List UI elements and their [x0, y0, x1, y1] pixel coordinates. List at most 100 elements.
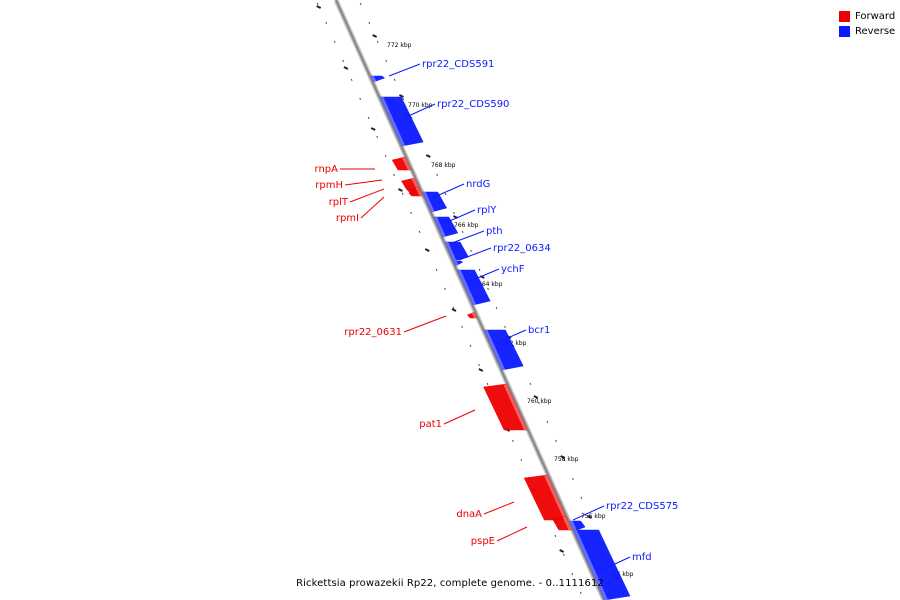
track-dot — [452, 306, 455, 310]
gene-highlight — [380, 97, 406, 146]
leader-line-rpr22_CDS591 — [388, 63, 421, 77]
track-dot — [376, 40, 379, 44]
gene-label-pspE: pspE — [471, 536, 495, 547]
track-dot — [562, 553, 565, 557]
major-tick — [478, 368, 484, 372]
track-dot — [350, 78, 353, 82]
track-dot — [384, 154, 387, 158]
gene-box-mfd — [573, 529, 631, 600]
gene-highlight — [471, 312, 478, 318]
gene-box-rpr22_CDS591 — [370, 75, 386, 83]
track-dot — [359, 97, 362, 101]
gene-highlight — [402, 157, 411, 170]
major-tick — [398, 94, 404, 98]
major-tick — [424, 248, 430, 252]
major-tick — [587, 515, 592, 519]
gene-label-rnpA: rnpA — [315, 164, 339, 175]
gene-box-rpmI — [408, 189, 423, 197]
gene-highlight — [457, 270, 477, 305]
track-dot — [333, 40, 336, 44]
major-tick — [343, 66, 349, 70]
track-dot — [402, 97, 405, 101]
track-dot — [546, 420, 549, 424]
major-tick — [560, 455, 566, 459]
leader-line-pat1 — [443, 409, 476, 425]
gene-box-nrdG — [422, 191, 448, 213]
gene-highlight — [562, 516, 572, 530]
leader-line-rpmH — [344, 179, 383, 186]
leader-line-rpr22_CDS590 — [403, 103, 436, 119]
track-dot — [529, 382, 532, 386]
track-dot — [555, 439, 557, 443]
gene-label-rpmH: rpmH — [315, 180, 343, 191]
gene-box-ychF — [457, 269, 491, 306]
leader-line-rplY — [444, 209, 476, 224]
gene-highlight — [453, 261, 459, 266]
gene-box-rpr22_CDS575 — [569, 520, 586, 532]
major-tick — [372, 34, 378, 38]
scale-label: 760 kbp — [527, 398, 552, 405]
legend-item-reverse: Reverse — [839, 24, 895, 39]
gene-box-rplY — [433, 216, 459, 238]
gene-label-rplT: rplT — [329, 197, 349, 208]
major-tick — [425, 154, 431, 158]
track-dot — [393, 173, 395, 177]
major-tick — [316, 5, 322, 9]
leader-line-rpr22_0634 — [458, 247, 492, 261]
gene-label-dnaA: dnaA — [456, 509, 482, 520]
gene-highlight — [416, 190, 423, 196]
track-dot — [538, 401, 540, 405]
track-dot — [453, 211, 455, 215]
track-dot — [512, 439, 514, 443]
leader-line-rpr22_0631 — [403, 315, 447, 333]
legend-swatch-forward — [839, 11, 850, 22]
track-dot — [579, 591, 582, 595]
track-dot — [436, 173, 438, 177]
gene-box-rpr22_0634 — [453, 260, 464, 267]
legend-label-forward: Forward — [855, 11, 896, 22]
gene-box-rpr22_CDS590 — [379, 96, 424, 147]
scale-label: 758 kbp — [554, 456, 579, 463]
leader-line-rpr22_CDS575 — [572, 505, 605, 521]
legend-swatch-reverse — [839, 26, 850, 37]
leader-line-rplT — [349, 188, 385, 203]
gene-box-bcr1 — [484, 329, 524, 371]
track-dot — [563, 458, 566, 462]
scale-label: 770 kbp — [408, 102, 433, 109]
scale-label: 766 kbp — [454, 222, 479, 229]
track-dot — [435, 268, 438, 272]
gene-highlight — [445, 242, 457, 261]
track-dot — [504, 325, 506, 329]
gene-box-rpr22_0631 — [466, 311, 478, 319]
backbone-line — [334, 0, 606, 600]
gene-highlight — [573, 530, 608, 600]
gene-box-pspE — [552, 515, 573, 531]
track-dot — [368, 21, 371, 25]
gene-label-mfd: mfd — [632, 552, 652, 563]
track-dot — [418, 230, 421, 234]
gene-highlight — [544, 475, 568, 520]
gene-label-rpr22_0634: rpr22_0634 — [493, 243, 551, 254]
scale-label: 762 kbp — [502, 340, 527, 347]
track-dot — [572, 477, 574, 481]
scale-label: 764 kbp — [478, 281, 503, 288]
leader-line-ychF — [467, 268, 500, 283]
gene-label-rpr22_0631: rpr22_0631 — [344, 327, 402, 338]
track-dot — [487, 287, 489, 291]
track-dot — [495, 306, 498, 310]
legend-label-reverse: Reverse — [855, 26, 896, 37]
track-dot — [393, 78, 396, 82]
track-dot — [444, 287, 446, 291]
gene-highlight — [484, 330, 506, 370]
track-dot — [470, 249, 472, 253]
major-tick — [533, 395, 539, 399]
leader-line-pth — [451, 230, 485, 244]
track-dot — [401, 192, 404, 196]
map-footer: Rickettsia prowazekii Rp22, complete gen… — [296, 578, 604, 589]
track-dot — [486, 382, 489, 386]
gene-label-bcr1: bcr1 — [528, 325, 550, 336]
track-dot — [376, 135, 379, 139]
track-dot — [359, 2, 362, 6]
gene-label-pth: pth — [486, 226, 503, 237]
